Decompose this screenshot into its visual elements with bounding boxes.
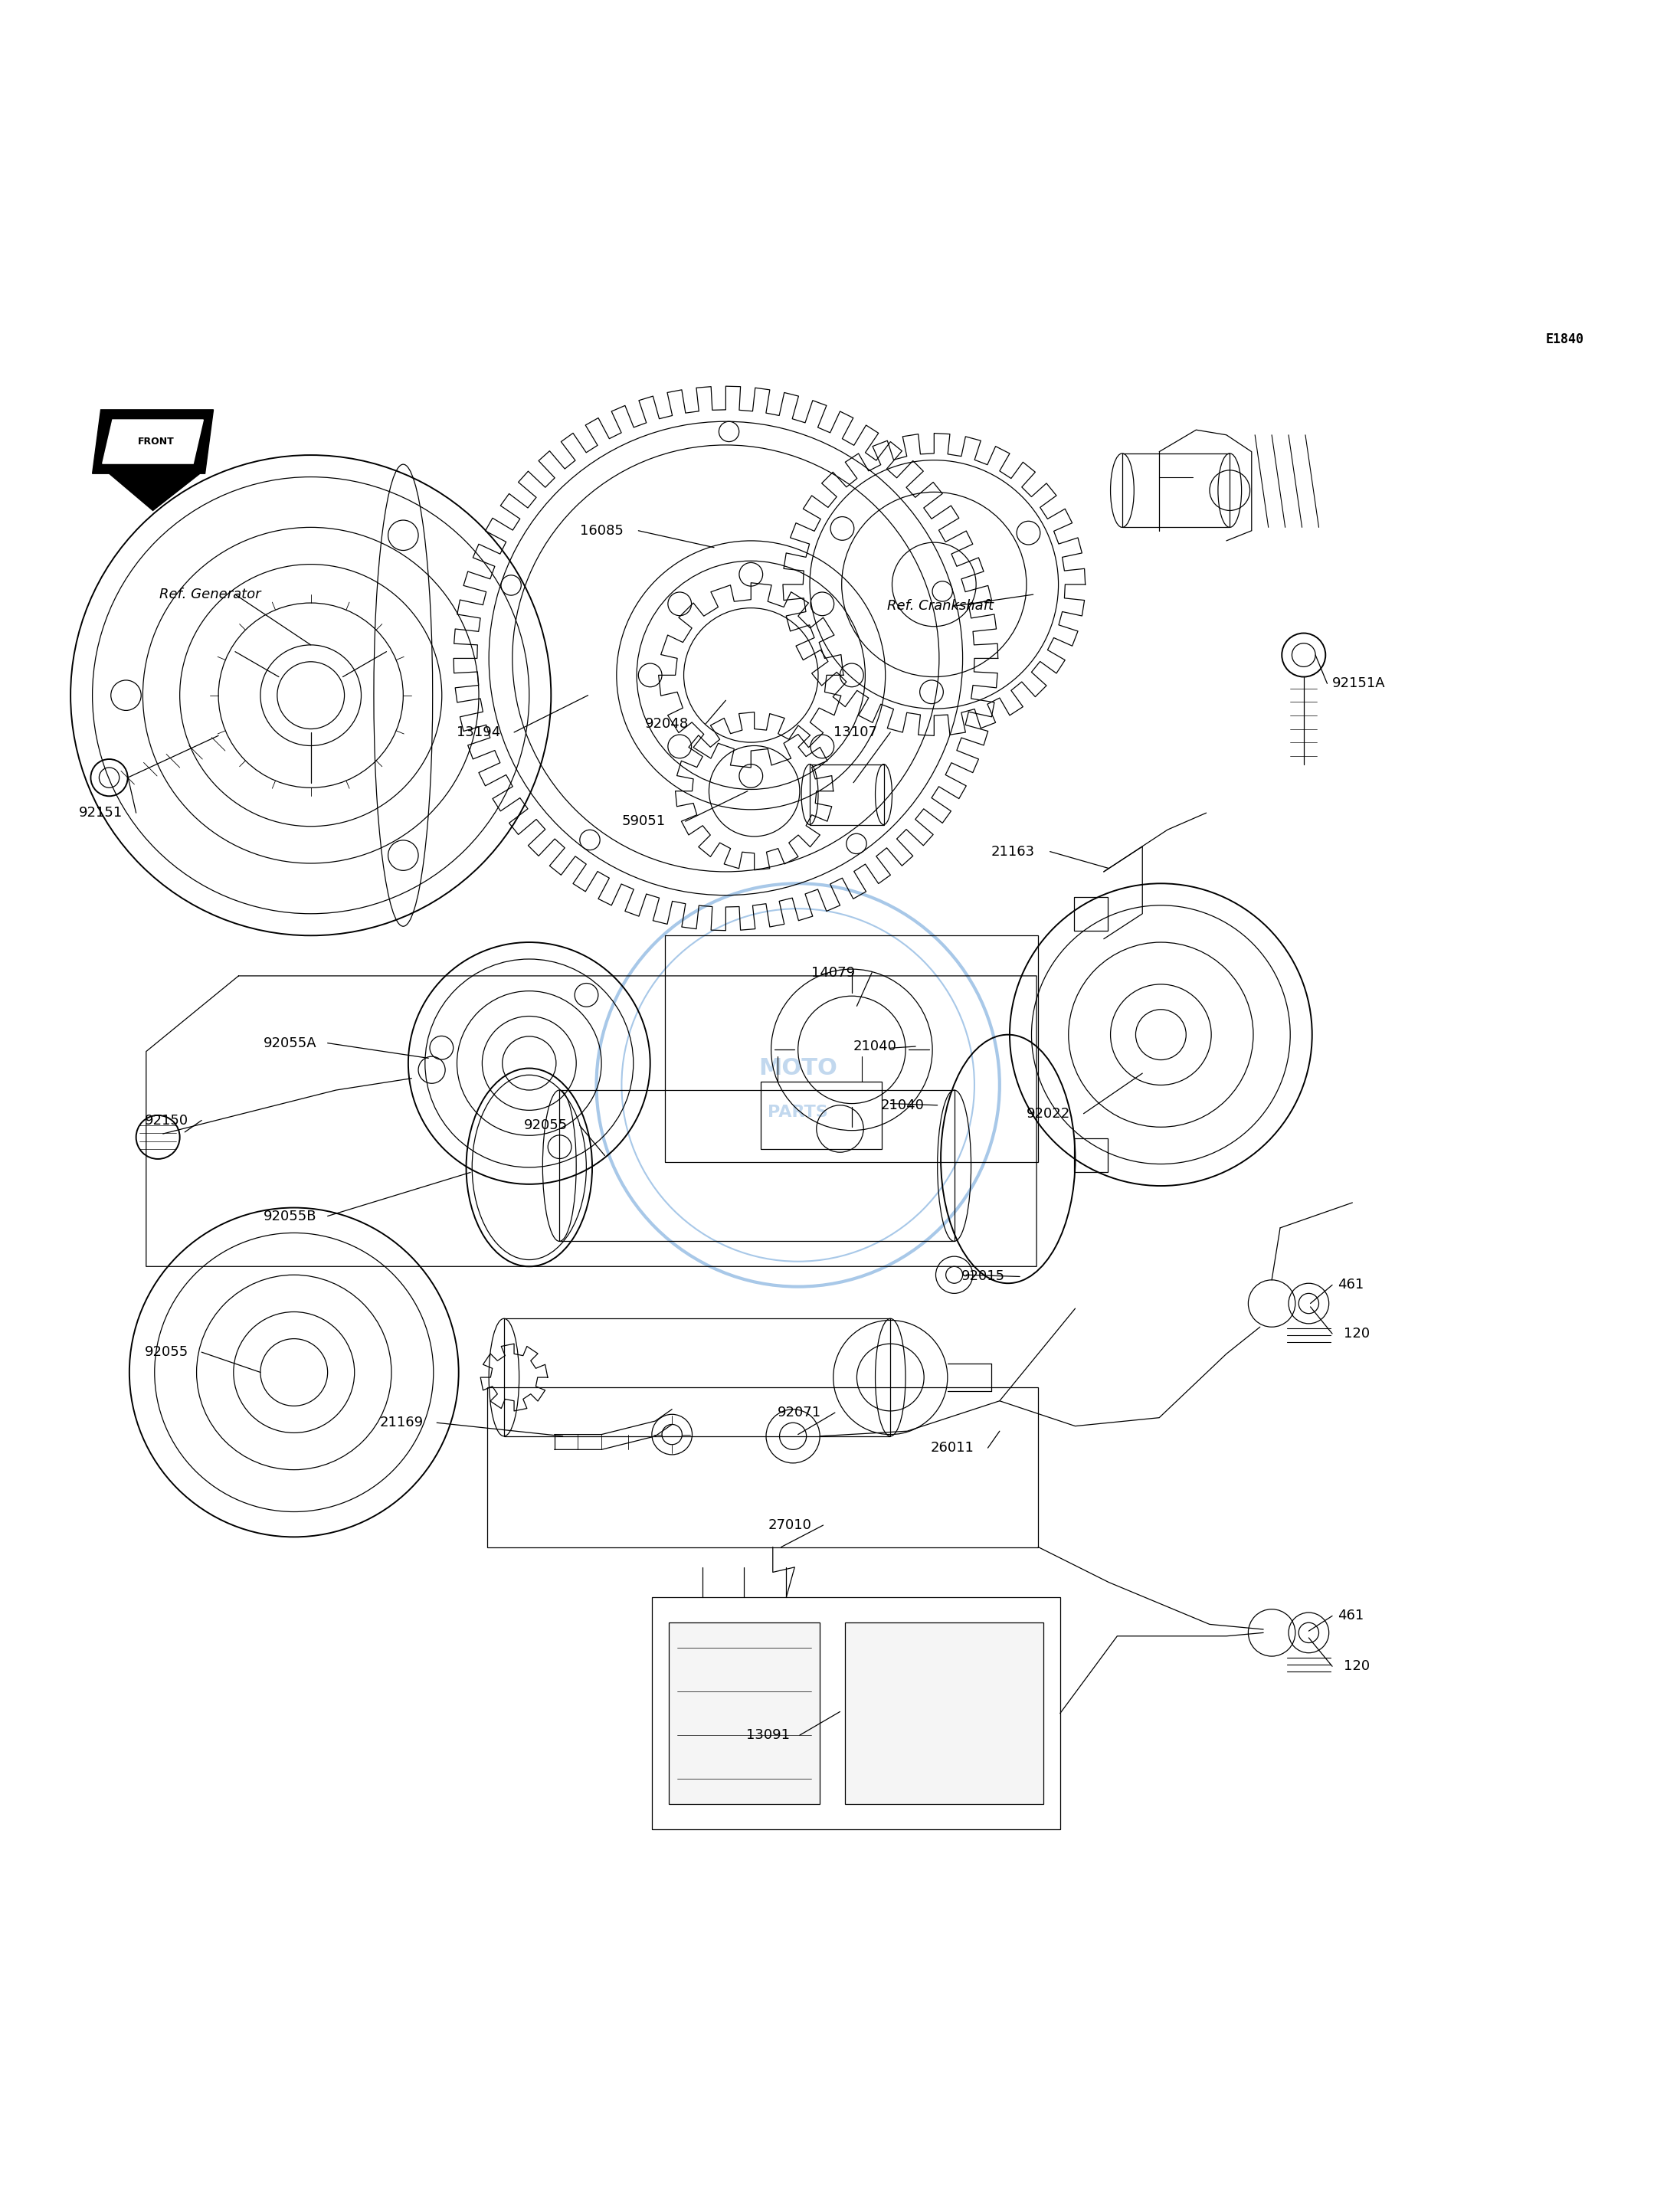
- Text: 92071: 92071: [778, 1406, 822, 1419]
- Text: 16085: 16085: [580, 523, 623, 538]
- Text: 92150: 92150: [144, 1114, 188, 1127]
- Text: 92055A: 92055A: [264, 1037, 318, 1050]
- Text: 92022: 92022: [1026, 1107, 1070, 1120]
- Text: 13194: 13194: [457, 725, 501, 738]
- Bar: [1075, 1138, 1109, 1173]
- Polygon shape: [102, 420, 203, 464]
- Text: E1840: E1840: [1546, 332, 1584, 347]
- Text: 26011: 26011: [931, 1441, 974, 1454]
- Text: 13107: 13107: [833, 725, 877, 738]
- Bar: [1075, 896, 1109, 932]
- Text: 21040: 21040: [853, 1039, 897, 1052]
- Text: 461: 461: [1337, 1608, 1364, 1624]
- Bar: [761, 1081, 882, 1149]
- Text: 27010: 27010: [768, 1518, 811, 1531]
- Text: 92151A: 92151A: [1332, 677, 1386, 690]
- Bar: [504, 1318, 890, 1437]
- Bar: [559, 1090, 954, 1241]
- Text: 21169: 21169: [380, 1415, 423, 1430]
- Text: 461: 461: [1337, 1279, 1364, 1292]
- Text: Ref. Crankshaft: Ref. Crankshaft: [887, 600, 993, 613]
- Text: MOTO: MOTO: [759, 1057, 837, 1079]
- Polygon shape: [109, 475, 200, 510]
- Text: 21163: 21163: [991, 844, 1035, 859]
- Text: 92048: 92048: [645, 716, 689, 732]
- Text: 21040: 21040: [880, 1098, 924, 1112]
- Bar: [665, 936, 1038, 1162]
- Text: 92055B: 92055B: [264, 1208, 318, 1224]
- Text: 59051: 59051: [622, 815, 665, 828]
- Text: PARTS: PARTS: [768, 1105, 828, 1120]
- Polygon shape: [92, 409, 213, 475]
- Bar: [669, 1624, 820, 1804]
- Bar: [845, 1624, 1043, 1804]
- Text: FRONT: FRONT: [138, 437, 175, 446]
- Text: 92015: 92015: [961, 1270, 1005, 1283]
- Text: Ref. Generator: Ref. Generator: [160, 587, 260, 602]
- Text: 120: 120: [1344, 1327, 1371, 1340]
- Bar: [1122, 453, 1230, 527]
- Bar: [810, 765, 884, 824]
- Text: 13091: 13091: [746, 1729, 790, 1742]
- Bar: [487, 1389, 1038, 1547]
- Text: 92151: 92151: [79, 806, 123, 819]
- Text: 92055: 92055: [144, 1345, 188, 1360]
- Text: 120: 120: [1344, 1659, 1371, 1674]
- Text: 92055: 92055: [524, 1118, 568, 1131]
- Text: 14079: 14079: [811, 967, 855, 980]
- Bar: [652, 1597, 1060, 1830]
